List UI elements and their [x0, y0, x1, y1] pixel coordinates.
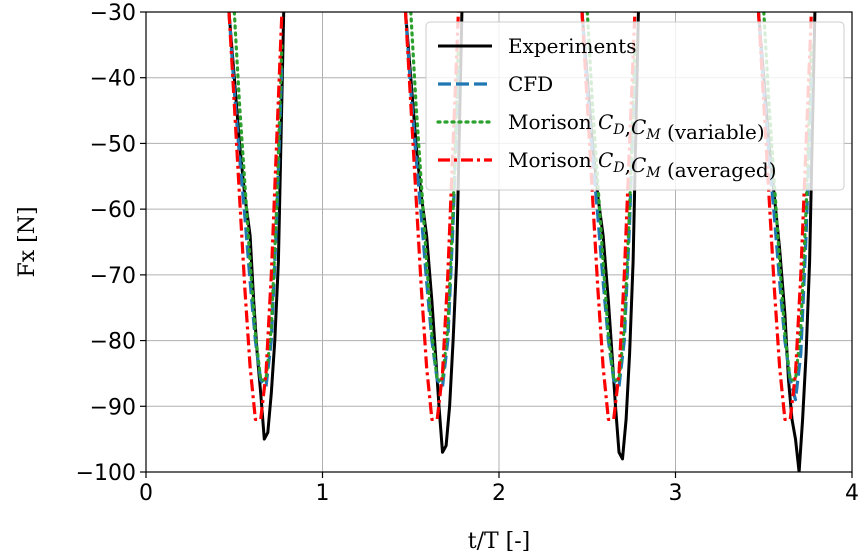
y-tick-label: −90 [90, 395, 136, 420]
y-tick-label: −50 [90, 132, 136, 157]
y-tick-label: −70 [90, 264, 136, 289]
y-tick-label: −60 [90, 198, 136, 223]
legend-label-4: Morison CD,CM (averaged) [508, 148, 777, 182]
y-tick-label: −80 [90, 330, 136, 355]
series-line-3 [232, 12, 813, 382]
legend: Experiments CFD Morison CD,CM (variable) Mo… [425, 21, 845, 191]
legend-label-1: Experiments [508, 34, 636, 58]
x-tick-label: 1 [316, 481, 330, 506]
y-tick-label: −30 [90, 1, 136, 26]
legend-box [425, 21, 845, 191]
x-tick-label: 4 [845, 481, 859, 506]
series-line-4 [227, 12, 813, 421]
x-tick-label: 0 [139, 481, 153, 506]
ticks: 0 1 2 3 4 −100 −90 −80 −70 −60 −50 −40 −30 [76, 1, 859, 506]
legend-label-3: Morison CD,CM (variable) [508, 110, 765, 144]
y-tick-label: −40 [90, 67, 136, 92]
y-axis-label: Fx [N] [15, 206, 40, 277]
x-tick-label: 3 [669, 481, 683, 506]
series-layer [227, 12, 817, 472]
x-axis-label: t/T [-] [468, 529, 531, 554]
x-tick-label: 2 [492, 481, 506, 506]
legend-label-2: CFD [508, 72, 553, 96]
y-tick-label: −100 [76, 461, 136, 486]
